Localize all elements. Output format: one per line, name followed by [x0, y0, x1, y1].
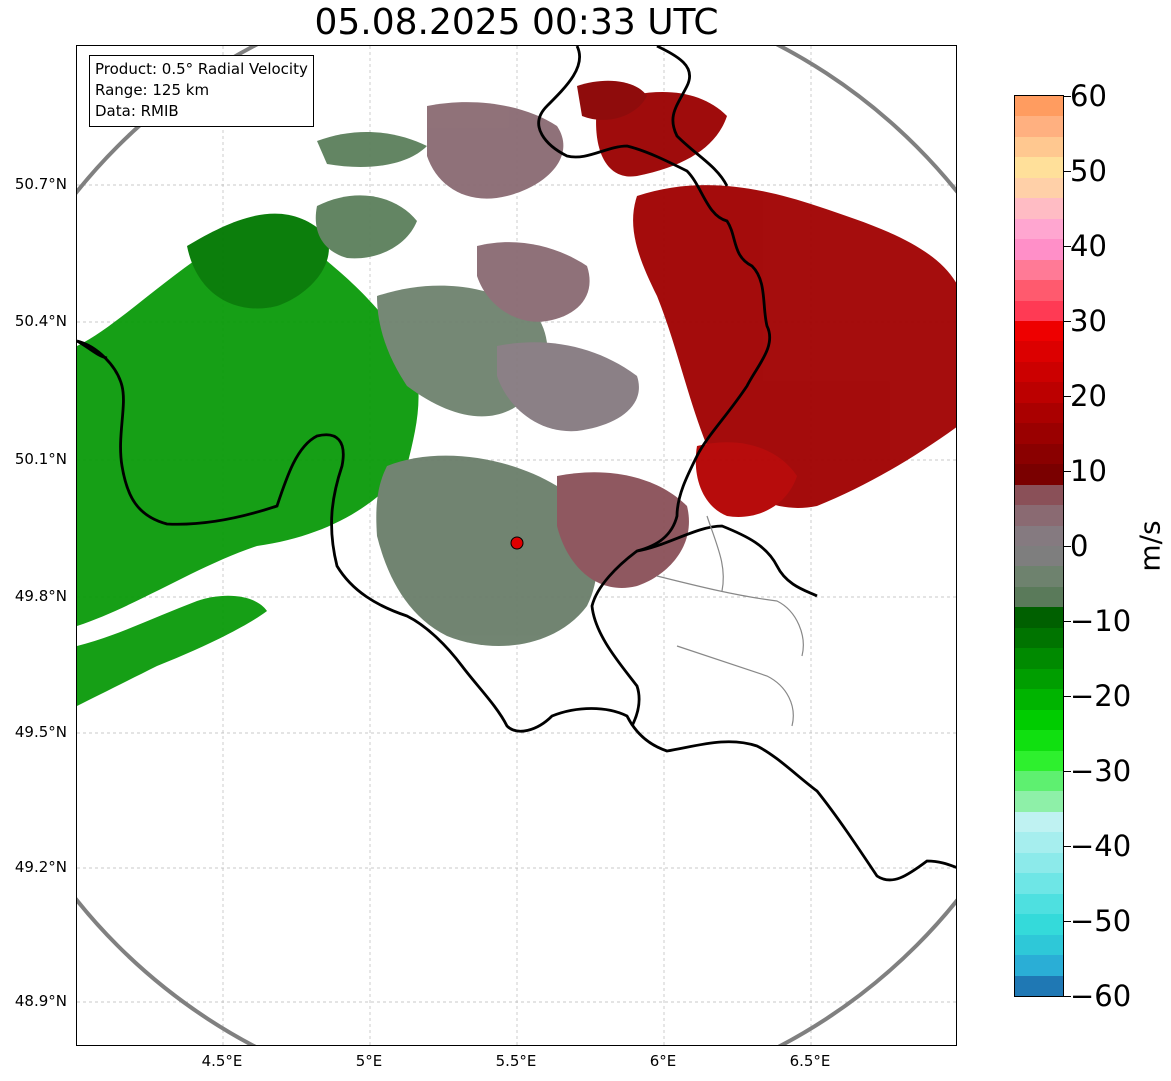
colorbar-segment: [1015, 422, 1063, 444]
colorbar-tick-label: −30: [1070, 754, 1132, 788]
lat-tick-label: 48.9°N: [14, 992, 67, 1010]
colorbar-tick-mark: [1064, 246, 1071, 247]
colorbar-segment: [1015, 627, 1063, 649]
colorbar-segment: [1015, 688, 1063, 710]
velocity-colorbar: [1014, 95, 1064, 997]
colorbar-segment: [1015, 279, 1063, 301]
colorbar-segment: [1015, 443, 1063, 465]
colorbar-segment: [1015, 790, 1063, 812]
colorbar-tick-label: 10: [1070, 454, 1107, 488]
colorbar-tick-label: −60: [1070, 979, 1132, 1013]
colorbar-segment: [1015, 361, 1063, 383]
colorbar-segment: [1015, 136, 1063, 158]
colorbar-segment: [1015, 811, 1063, 833]
lon-tick-label: 4.5°E: [201, 1052, 243, 1070]
colorbar-segment: [1015, 484, 1063, 506]
lat-tick-label: 50.1°N: [14, 450, 67, 468]
colorbar-tick-label: 40: [1070, 229, 1107, 263]
colorbar-segment: [1015, 852, 1063, 874]
colorbar-segment: [1015, 238, 1063, 260]
colorbar-tick-mark: [1064, 171, 1071, 172]
product-label: Product: 0.5° Radial Velocity: [95, 60, 308, 78]
velocity-echoes: [77, 80, 956, 706]
colorbar-tick-label: −50: [1070, 904, 1132, 938]
colorbar-segment: [1015, 647, 1063, 669]
colorbar-segment: [1015, 95, 1063, 117]
colorbar-segment: [1015, 381, 1063, 403]
colorbar-segment: [1015, 197, 1063, 219]
colorbar-segment: [1015, 218, 1063, 240]
colorbar-segment: [1015, 177, 1063, 199]
country-borders: [77, 46, 956, 882]
colorbar-segment: [1015, 934, 1063, 956]
colorbar-segment: [1015, 893, 1063, 915]
lon-tick-label: 5°E: [355, 1052, 383, 1070]
colorbar-segment: [1015, 300, 1063, 321]
lon-tick-label: 5.5°E: [495, 1052, 537, 1070]
product-info-box: Product: 0.5° Radial Velocity Range: 125…: [89, 55, 314, 127]
colorbar-segment: [1015, 115, 1063, 137]
lon-tick-label: 6°E: [649, 1052, 677, 1070]
colorbar-segment: [1015, 729, 1063, 751]
colorbar-tick-label: 0: [1070, 529, 1089, 563]
colorbar-segment: [1015, 586, 1063, 608]
colorbar-tick-mark: [1064, 996, 1071, 997]
colorbar-tick-label: −40: [1070, 829, 1132, 863]
lat-tick-label: 49.8°N: [14, 587, 67, 605]
lon-tick-label: 6.5°E: [789, 1052, 831, 1070]
colorbar-segment: [1015, 463, 1063, 485]
colorbar-segment: [1015, 156, 1063, 178]
colorbar-tick-mark: [1064, 921, 1071, 922]
lat-tick-label: 50.4°N: [14, 312, 67, 330]
colorbar-segment: [1015, 545, 1063, 567]
colorbar-segment: [1015, 259, 1063, 281]
radar-map-canvas: [77, 46, 956, 1045]
colorbar-segment: [1015, 606, 1063, 628]
colorbar-segment: [1015, 750, 1063, 771]
colorbar-segment: [1015, 872, 1063, 894]
colorbar-unit-label: m/s: [1133, 520, 1167, 572]
colorbar-segment: [1015, 913, 1063, 935]
colorbar-tick-label: 50: [1070, 154, 1107, 188]
colorbar-segment: [1015, 340, 1063, 362]
colorbar-tick-mark: [1064, 846, 1071, 847]
colorbar-segment: [1015, 954, 1063, 976]
radar-map[interactable]: [76, 45, 957, 1046]
colorbar-tick-mark: [1064, 546, 1071, 547]
colorbar-tick-mark: [1064, 771, 1071, 772]
radar-site-marker[interactable]: [510, 536, 524, 550]
colorbar-segment: [1015, 668, 1063, 690]
colorbar-tick-label: 20: [1070, 379, 1107, 413]
colorbar-segment: [1015, 504, 1063, 526]
map-title: 05.08.2025 00:33 UTC: [314, 2, 719, 43]
colorbar-tick-label: −20: [1070, 679, 1132, 713]
colorbar-segment: [1015, 831, 1063, 853]
data-source-label: Data: RMIB: [95, 102, 179, 120]
colorbar-tick-label: 60: [1070, 79, 1107, 113]
colorbar-tick-mark: [1064, 621, 1071, 622]
colorbar-segment: [1015, 402, 1063, 424]
colorbar-segment: [1015, 320, 1063, 342]
colorbar-segment: [1015, 709, 1063, 731]
colorbar-tick-mark: [1064, 696, 1071, 697]
colorbar-segment: [1015, 525, 1063, 546]
colorbar-segment: [1015, 770, 1063, 792]
lat-tick-label: 49.2°N: [14, 858, 67, 876]
colorbar-tick-mark: [1064, 396, 1071, 397]
lat-tick-label: 50.7°N: [14, 175, 67, 193]
colorbar-segment: [1015, 565, 1063, 587]
province-borders: [656, 515, 804, 727]
colorbar-tick-label: 30: [1070, 304, 1107, 338]
colorbar-tick-mark: [1064, 96, 1071, 97]
colorbar-tick-mark: [1064, 471, 1071, 472]
colorbar-tick-mark: [1064, 321, 1071, 322]
colorbar-tick-label: −10: [1070, 604, 1132, 638]
colorbar-segment: [1015, 975, 1063, 996]
lat-tick-label: 49.5°N: [14, 723, 67, 741]
range-label: Range: 125 km: [95, 81, 210, 99]
